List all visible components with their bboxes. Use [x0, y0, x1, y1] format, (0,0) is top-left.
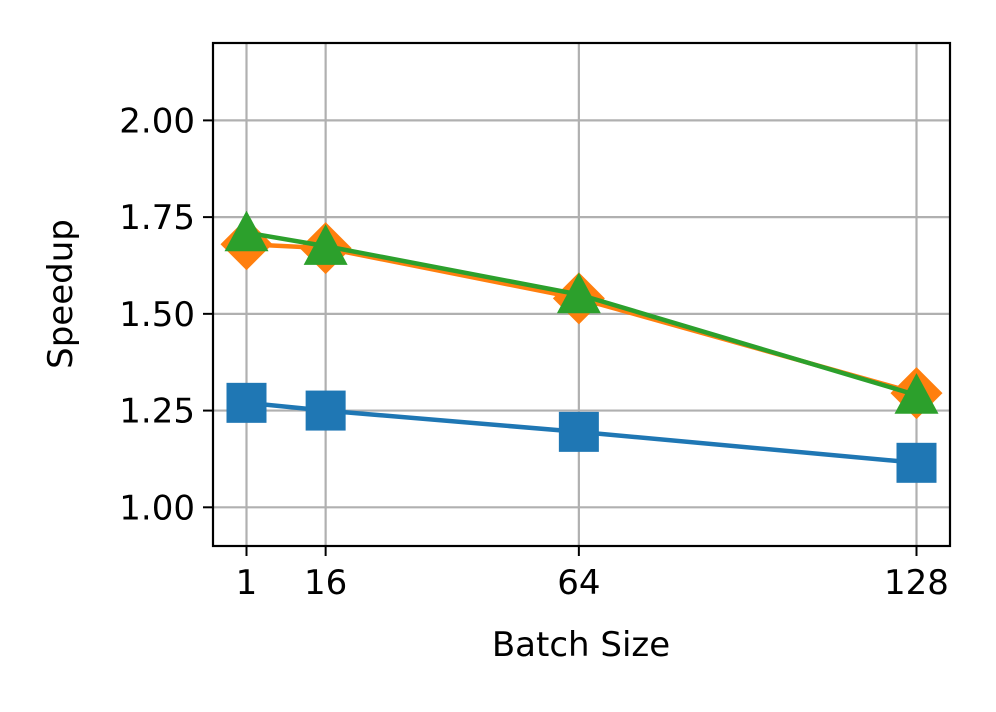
y-tick-label: 2.00 — [119, 101, 195, 141]
y-tick-label: 1.00 — [119, 488, 195, 528]
x-tick-label: 1 — [236, 563, 258, 603]
data-point — [558, 411, 599, 452]
series-line — [246, 400, 917, 466]
data-point — [556, 272, 601, 314]
data-point — [226, 382, 267, 423]
data-point — [896, 442, 937, 483]
data-point — [303, 224, 348, 265]
y-tick-label: 1.75 — [119, 198, 195, 238]
x-tick-label: 128 — [884, 563, 949, 603]
series-2 — [224, 210, 939, 414]
x-axis-label: Batch Size — [492, 625, 670, 665]
y-tick-label: 1.50 — [119, 295, 195, 335]
series-layer — [220, 210, 943, 483]
y-axis-label: Speedup — [41, 219, 81, 369]
series-0 — [226, 382, 937, 483]
data-point — [224, 210, 269, 252]
data-point — [305, 390, 346, 431]
y-tick-label: 1.25 — [119, 392, 195, 432]
ticks: 1 16 64 128 1.00 1.25 1.50 1.75 2.00 — [119, 101, 949, 603]
x-tick-label: 64 — [557, 563, 600, 603]
plot-frame — [211, 41, 952, 548]
x-tick-label: 16 — [304, 563, 347, 603]
series-line — [246, 230, 918, 398]
data-point — [894, 373, 939, 414]
